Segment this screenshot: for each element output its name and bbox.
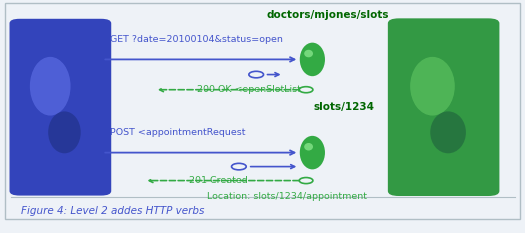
Text: doctors/mjones/slots: doctors/mjones/slots	[267, 10, 390, 20]
Ellipse shape	[300, 43, 325, 76]
Ellipse shape	[30, 57, 70, 116]
Text: 200 OK <openSlotList: 200 OK <openSlotList	[197, 85, 301, 94]
FancyBboxPatch shape	[388, 18, 499, 196]
Text: Figure 4: Level 2 addes HTTP verbs: Figure 4: Level 2 addes HTTP verbs	[21, 206, 204, 216]
Text: slots/1234: slots/1234	[313, 102, 374, 112]
Ellipse shape	[300, 136, 325, 169]
Text: GET ?date=20100104&status=open: GET ?date=20100104&status=open	[110, 35, 283, 44]
Text: 201 Created: 201 Created	[189, 176, 248, 185]
Text: Location: slots/1234/appointment: Location: slots/1234/appointment	[207, 192, 368, 201]
Ellipse shape	[410, 57, 455, 116]
Ellipse shape	[304, 50, 313, 57]
Ellipse shape	[48, 111, 81, 153]
Ellipse shape	[430, 111, 466, 153]
Text: POST <appointmentRequest: POST <appointmentRequest	[110, 128, 246, 137]
Ellipse shape	[304, 143, 313, 151]
FancyBboxPatch shape	[9, 19, 111, 195]
